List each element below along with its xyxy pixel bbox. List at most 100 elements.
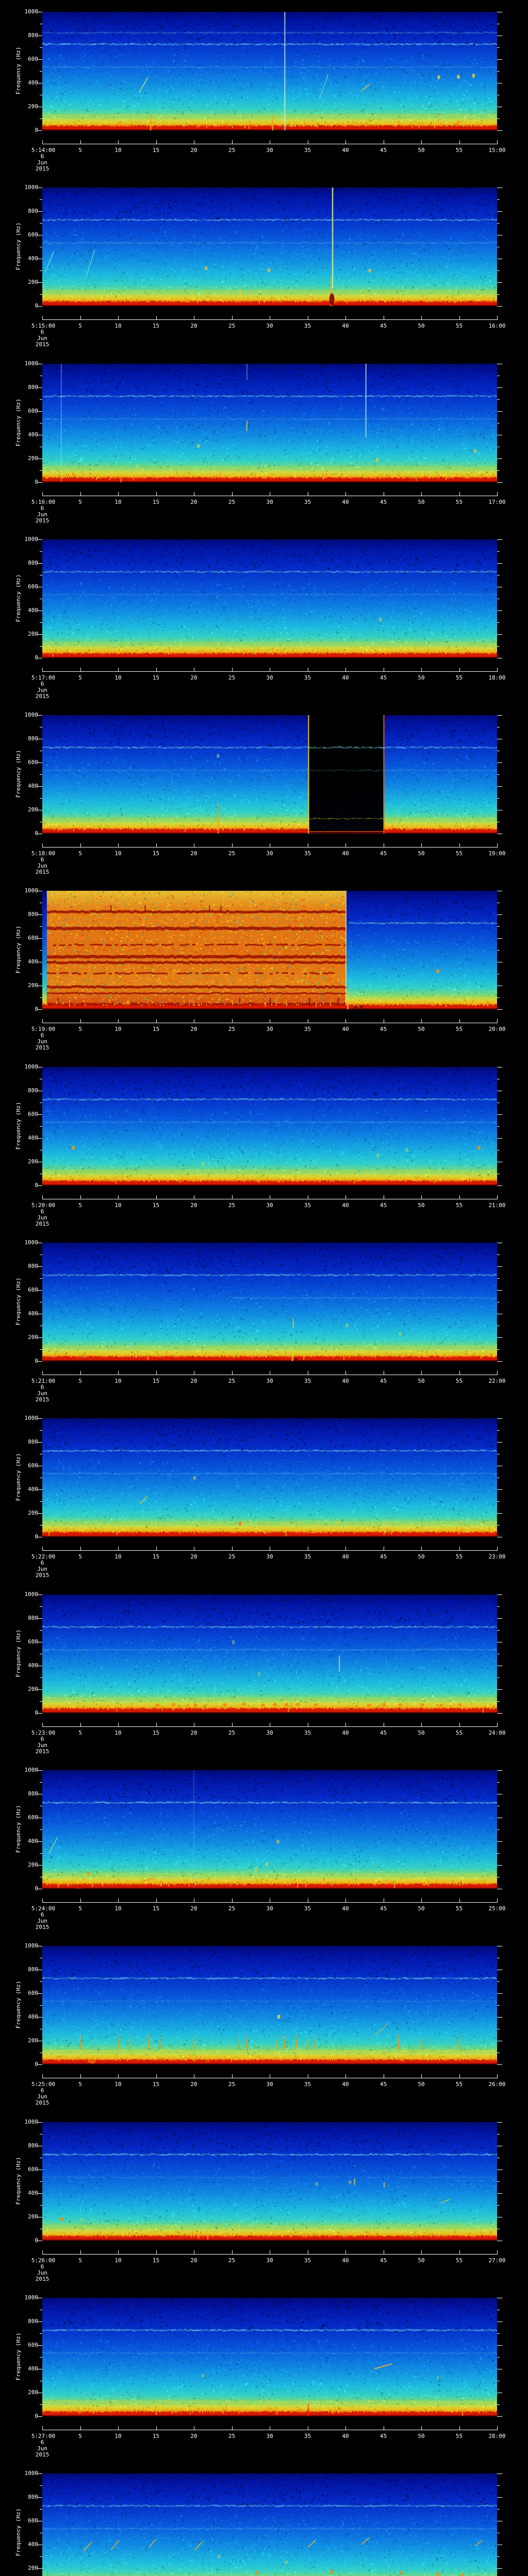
time-axis-tick [42, 316, 43, 319]
time-axis-tick [345, 140, 346, 144]
time-tick-label: 35 [304, 499, 311, 505]
time-tick-label: 15 [152, 1378, 160, 1384]
time-axis-tick [345, 2250, 346, 2254]
y-axis-minor-tick [40, 1630, 42, 1631]
recording-date: 6 [40, 681, 44, 687]
time-tick-label: 45 [380, 2257, 387, 2264]
time-tick-label: 45 [380, 850, 387, 857]
time-tick-label: 45 [380, 147, 387, 154]
time-tick-label: 20 [190, 323, 197, 329]
time-axis-tick [459, 1195, 460, 1199]
time-tick-label: 45 [380, 1730, 387, 1736]
time-tick-label: 40 [342, 2081, 349, 2088]
time-axis-tick [80, 2426, 81, 2430]
spectrogram-panel: Frequency (Hz) 0 200 400 600 800 1000 5:21:00 5 1… [0, 1231, 528, 1406]
frequency-tick-label: 200 [28, 2389, 38, 2396]
time-axis-tick [80, 2074, 81, 2078]
time-axis-tick [156, 1019, 157, 1023]
time-tick-label: 25 [228, 1202, 236, 1209]
time-axis-line [42, 847, 498, 848]
frequency-tick-label: 0 [35, 302, 38, 309]
start-time-label: 5:14:00 [31, 147, 56, 154]
spectrogram-panel: Frequency (Hz) 0 200 400 600 800 1000 5:17:00 5 1… [0, 528, 528, 703]
start-time-label: 5:16:00 [31, 499, 56, 505]
time-tick-label: 45 [380, 2081, 387, 2088]
recording-date: Jun [37, 1038, 47, 1045]
y-axis-tick [37, 411, 42, 412]
frequency-axis-label: Frequency (Hz) [15, 750, 22, 798]
time-tick-label: 50 [418, 1553, 425, 1560]
y-axis-tick [497, 482, 502, 483]
time-axis-tick [232, 1019, 233, 1023]
spectrogram-canvas [42, 1595, 497, 1713]
time-axis-tick [497, 492, 498, 496]
time-tick-label: 20 [190, 674, 197, 681]
frequency-tick-label: 400 [28, 79, 38, 86]
time-axis-tick [497, 1019, 498, 1023]
frequency-tick-label: 0 [35, 2237, 38, 2244]
frequency-tick-label: 800 [28, 911, 38, 918]
time-tick-label: 5 [78, 2433, 82, 2439]
y-axis-minor-tick [497, 71, 500, 72]
frequency-tick-label: 800 [28, 1438, 38, 1445]
y-axis-tick [497, 1841, 502, 1842]
y-axis-minor-tick [497, 926, 500, 927]
spectrogram-panel: Frequency (Hz) 0 200 400 600 800 1000 5:25:00 5 1… [0, 1934, 528, 2110]
y-axis-minor-tick [40, 774, 42, 775]
time-tick-label: 35 [304, 674, 311, 681]
recording-date: Jun [37, 862, 47, 869]
time-axis-tick [421, 668, 422, 671]
frequency-tick-label: 1000 [24, 536, 39, 543]
y-axis-tick [497, 411, 502, 412]
time-tick-label: 25 [228, 674, 236, 681]
recording-date: 6 [40, 2263, 44, 2270]
frequency-tick-label: 200 [28, 2565, 38, 2571]
y-axis-tick [37, 634, 42, 635]
y-axis-minor-tick [40, 1782, 42, 1783]
time-axis-tick [118, 492, 119, 496]
y-axis-tick [37, 762, 42, 763]
time-axis-tick [42, 2426, 43, 2430]
y-axis-tick [37, 282, 42, 283]
time-axis-tick [345, 1547, 346, 1550]
time-tick-label: 10 [114, 1026, 122, 1032]
spectrogram-panel: Frequency (Hz) 0 200 400 600 800 1000 5:20:00 5 1… [0, 1055, 528, 1231]
frequency-tick-label: 200 [28, 279, 38, 285]
time-axis-tick [497, 2426, 498, 2430]
time-axis-tick [80, 1723, 81, 1726]
time-axis-tick [459, 1371, 460, 1375]
y-axis-tick [37, 1841, 42, 1842]
time-tick-label: 15 [152, 323, 160, 329]
start-time-label: 5:18:00 [31, 850, 56, 857]
time-axis-tick [421, 140, 422, 144]
time-axis-tick [459, 1899, 460, 1902]
time-axis-tick [118, 1899, 119, 1902]
y-axis-tick [497, 2473, 502, 2474]
y-axis-minor-tick [40, 1126, 42, 1127]
time-tick-label: 10 [114, 850, 122, 857]
time-axis-tick [232, 2426, 233, 2430]
start-time-label: 5:24:00 [31, 1905, 56, 1912]
time-tick-label: 25 [228, 2081, 236, 2088]
time-tick-label: 50 [418, 2433, 425, 2439]
y-axis-tick [497, 634, 502, 635]
time-axis-tick [497, 1547, 498, 1550]
time-tick-label: 5 [78, 1202, 82, 1209]
frequency-tick-label: 1000 [24, 711, 39, 718]
recording-date: 2015 [35, 165, 50, 172]
time-tick-label: 45 [380, 1905, 387, 1912]
end-time-label: 21:00 [488, 1202, 506, 1209]
spectrogram-panel: Frequency (Hz) 0 200 400 600 800 1000 5:24:00 5 1… [0, 1758, 528, 1934]
y-axis-tick [497, 282, 502, 283]
y-axis-tick [37, 539, 42, 540]
frequency-tick-label: 600 [28, 231, 38, 238]
recording-date: 2015 [35, 341, 50, 348]
y-axis-tick [497, 1361, 502, 1362]
frequency-tick-label: 400 [28, 607, 38, 614]
recording-date: 2015 [35, 693, 50, 700]
y-axis-minor-tick [497, 1829, 500, 1830]
y-axis-tick [37, 306, 42, 307]
y-axis-minor-tick [40, 2205, 42, 2206]
spectrogram-canvas [42, 1067, 497, 1185]
frequency-tick-label: 800 [28, 560, 38, 566]
